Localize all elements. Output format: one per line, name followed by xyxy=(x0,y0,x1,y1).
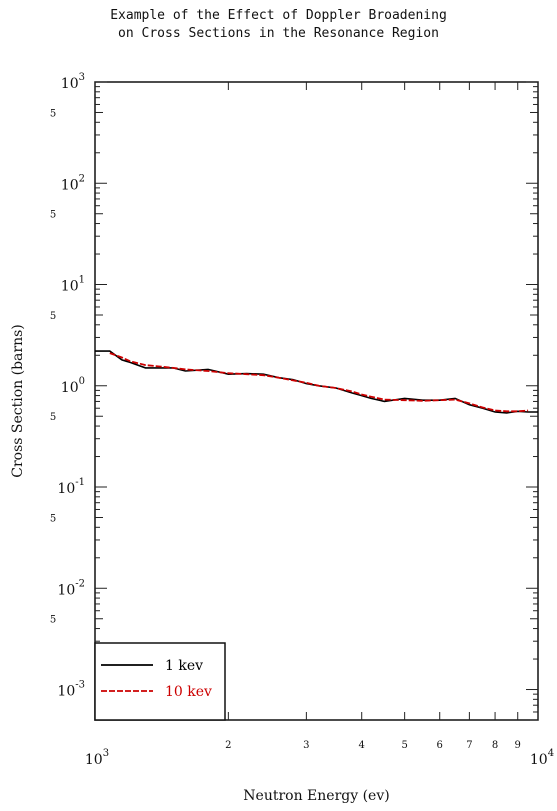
y-tick-label: 10-1 xyxy=(57,477,85,497)
y-tick-label-exp: -1 xyxy=(75,477,85,488)
y-tick-label: 101 xyxy=(61,275,85,295)
x-axis-label: Neutron Energy (ev) xyxy=(243,788,389,804)
y-minor-tick-label: 5 xyxy=(50,108,56,119)
series-layer xyxy=(95,350,538,414)
y-minor-tick-label: 5 xyxy=(50,615,56,626)
plot-frame xyxy=(94,81,539,721)
y-minor-tick-label: 5 xyxy=(50,210,56,221)
y-tick-label: 10-2 xyxy=(57,578,85,598)
y-tick-label: 102 xyxy=(61,173,85,193)
legend-box xyxy=(94,642,226,721)
x-minor-tick-label: 3 xyxy=(303,740,309,751)
y-tick-label-exp: 1 xyxy=(79,275,85,286)
y-minor-tick-label: 5 xyxy=(50,311,56,322)
y-tick-label-base: 10 xyxy=(57,684,75,700)
x-tick-label-base: 10 xyxy=(530,752,548,768)
y-tick-label-base: 10 xyxy=(61,279,79,295)
chart-title: Example of the Effect of Doppler Broaden… xyxy=(110,8,447,23)
y-tick-label-exp: -3 xyxy=(75,680,85,691)
x-minor-tick-label: 8 xyxy=(492,740,498,751)
y-tick-label-base: 10 xyxy=(57,481,75,497)
y-tick-label-base: 10 xyxy=(61,380,79,396)
x-tick-label-exp: 4 xyxy=(548,748,554,759)
y-tick-label: 100 xyxy=(61,376,85,396)
x-minor-tick-label: 9 xyxy=(515,740,521,751)
y-tick-label: 10-3 xyxy=(57,680,85,700)
y-minor-tick-label: 5 xyxy=(50,513,56,524)
x-tick-label-base: 10 xyxy=(85,752,103,768)
y-tick-label-exp: 0 xyxy=(79,376,85,387)
y-tick-label-exp: 3 xyxy=(79,72,85,83)
x-tick-label-exp: 3 xyxy=(103,748,109,759)
x-minor-tick-label: 2 xyxy=(225,740,231,751)
y-tick-label-base: 10 xyxy=(61,76,79,92)
x-minor-tick-label: 7 xyxy=(466,740,472,751)
x-minor-tick-label: 6 xyxy=(437,740,443,751)
y-tick-label-exp: 2 xyxy=(79,173,85,184)
x-tick-label: 104 xyxy=(530,748,554,768)
y-tick-label: 103 xyxy=(61,72,85,92)
axis-ticks xyxy=(94,81,539,721)
series-line-10-kev xyxy=(109,352,529,413)
y-axis-label: Cross Section (barns) xyxy=(10,324,26,478)
y-tick-label-exp: -2 xyxy=(75,578,85,589)
series-line-1-kev xyxy=(95,350,538,414)
y-tick-label-base: 10 xyxy=(61,177,79,193)
legend-label-10kev: 10 kev xyxy=(165,684,212,700)
legend-label-1kev: 1 kev xyxy=(165,658,203,674)
y-tick-label-base: 10 xyxy=(57,582,75,598)
y-minor-tick-label: 5 xyxy=(50,412,56,423)
x-tick-label: 103 xyxy=(85,748,109,768)
x-minor-tick-label: 4 xyxy=(359,740,365,751)
x-minor-tick-label: 5 xyxy=(401,740,407,751)
legend: 1 kev 10 kev xyxy=(94,642,226,721)
chart-subtitle: on Cross Sections in the Resonance Regio… xyxy=(118,26,439,41)
